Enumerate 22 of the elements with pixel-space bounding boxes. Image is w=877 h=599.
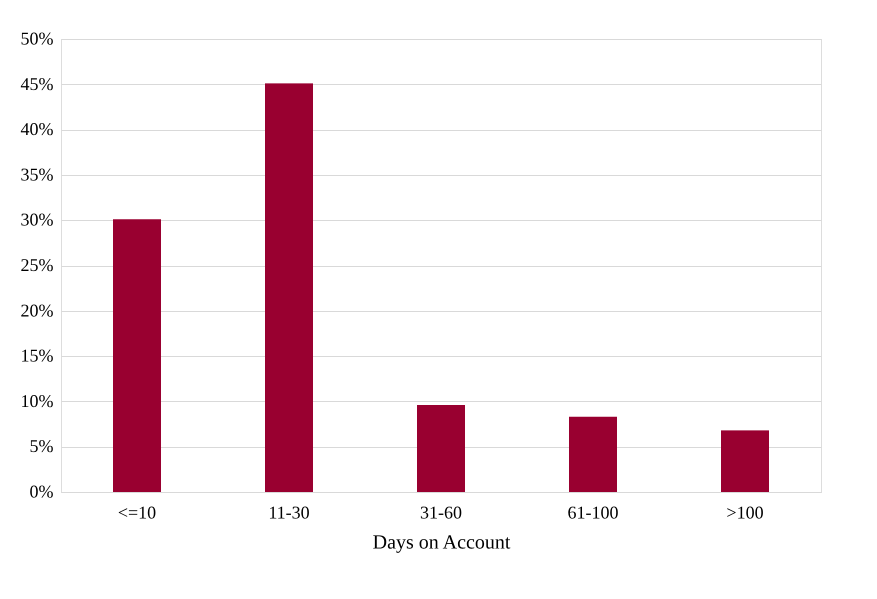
x-tick-label: >100 [726, 502, 764, 522]
bar [113, 219, 161, 492]
y-tick-label: 5% [30, 436, 54, 456]
bar [721, 430, 769, 492]
bar [265, 83, 313, 492]
y-tick-label: 15% [20, 346, 54, 366]
y-tick-label: 45% [20, 74, 54, 94]
x-tick-label: 61-100 [568, 502, 618, 522]
y-tick-label: 30% [20, 210, 54, 230]
x-tick-label: <=10 [118, 502, 156, 522]
y-tick-label: 50% [20, 28, 54, 48]
y-tick-label: 25% [20, 255, 54, 275]
bar [569, 416, 617, 492]
x-tick-label: 31-60 [420, 502, 462, 522]
bar [417, 405, 465, 492]
x-axis-title: Days on Account [372, 532, 511, 554]
y-tick-label: 40% [20, 119, 54, 140]
y-tick-label: 20% [20, 300, 54, 320]
y-tick-label: 10% [20, 390, 54, 411]
x-tick-label: 11-30 [268, 502, 310, 522]
y-tick-label: 35% [20, 164, 54, 184]
y-tick-label: 0% [30, 482, 54, 502]
